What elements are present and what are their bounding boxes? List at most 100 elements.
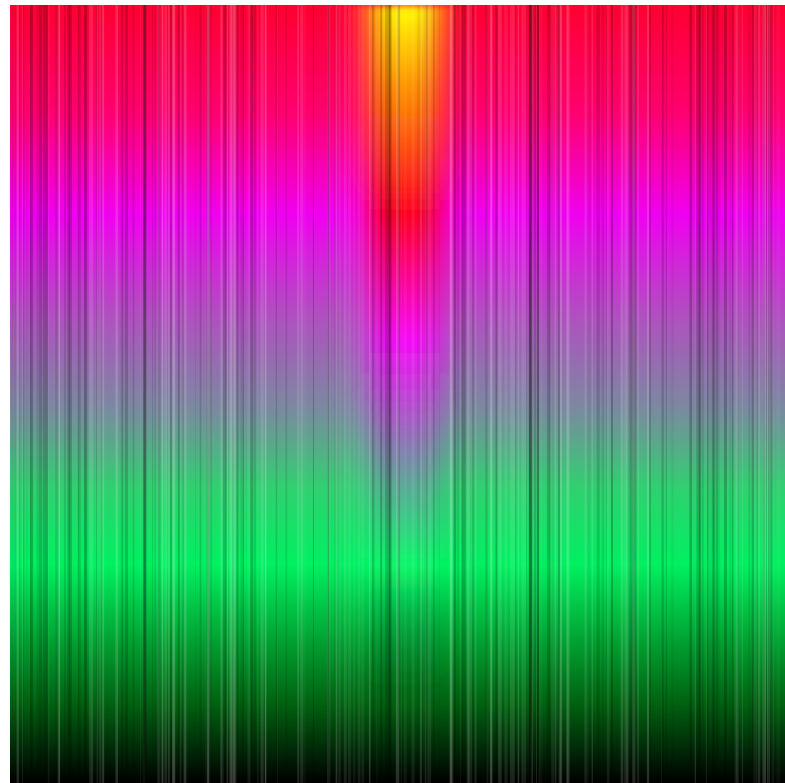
- streak: [178, 5, 180, 783]
- streak: [433, 5, 434, 783]
- streak: [125, 5, 128, 783]
- streak: [592, 5, 593, 783]
- streak: [122, 5, 124, 783]
- streak: [729, 5, 731, 783]
- streak: [195, 5, 196, 783]
- streak: [712, 5, 714, 783]
- streak: [523, 5, 526, 783]
- streak: [30, 5, 31, 783]
- streak: [762, 5, 766, 783]
- streak: [304, 5, 305, 783]
- streak: [710, 5, 712, 783]
- streak: [152, 5, 153, 783]
- streak: [184, 5, 185, 783]
- streak: [69, 5, 72, 783]
- streak: [404, 5, 407, 783]
- streak: [158, 5, 161, 783]
- streak: [439, 5, 440, 783]
- streak: [200, 5, 202, 783]
- streak: [719, 5, 720, 783]
- streak: [22, 5, 23, 783]
- streak: [536, 5, 537, 783]
- streak: [380, 5, 382, 783]
- streak: [92, 5, 94, 783]
- streak: [297, 5, 299, 783]
- streak: [469, 5, 472, 783]
- streak: [241, 5, 244, 783]
- streak: [257, 5, 258, 783]
- streak: [140, 5, 141, 783]
- streak: [37, 5, 40, 783]
- streak: [99, 5, 101, 783]
- streak: [221, 5, 223, 783]
- streak: [647, 5, 649, 783]
- streak: [777, 5, 781, 783]
- streak: [661, 5, 664, 783]
- streak: [398, 5, 401, 783]
- streak: [768, 5, 770, 783]
- streak: [162, 5, 163, 783]
- streak: [450, 5, 453, 783]
- streak: [133, 5, 135, 783]
- streak: [336, 5, 337, 783]
- streak: [359, 5, 362, 783]
- streak: [742, 5, 743, 783]
- streak: [338, 5, 341, 783]
- streak: [467, 5, 468, 783]
- artwork: [0, 0, 785, 783]
- streak: [401, 5, 402, 783]
- streak: [551, 5, 554, 783]
- streak: [385, 5, 388, 783]
- streak: [372, 5, 374, 783]
- streak: [624, 5, 626, 783]
- streak: [457, 5, 459, 783]
- streak: [732, 5, 734, 783]
- streak: [487, 5, 489, 783]
- streak: [230, 5, 233, 783]
- streak: [607, 5, 610, 783]
- streak: [344, 5, 347, 783]
- streak: [353, 5, 354, 783]
- streak: [602, 5, 604, 783]
- streak: [627, 5, 629, 783]
- streak: [155, 5, 156, 783]
- streak: [671, 5, 673, 783]
- streak: [706, 5, 709, 783]
- streak: [164, 5, 167, 783]
- streak: [250, 5, 253, 783]
- streak: [538, 5, 539, 783]
- streak: [666, 5, 667, 783]
- streak: [756, 5, 757, 783]
- streak: [461, 5, 463, 783]
- streak: [389, 5, 390, 783]
- streak: [57, 5, 60, 783]
- streak: [724, 5, 727, 783]
- streak: [428, 5, 432, 783]
- streak: [27, 5, 28, 783]
- streak: [749, 5, 751, 783]
- streak: [510, 5, 513, 783]
- streak: [168, 5, 170, 783]
- streak: [460, 5, 461, 783]
- streak: [632, 5, 635, 783]
- streak: [567, 5, 569, 783]
- streak: [420, 5, 422, 783]
- streak: [327, 5, 330, 783]
- streak: [261, 5, 264, 783]
- streak: [637, 5, 639, 783]
- streak: [210, 5, 212, 783]
- streak: [45, 5, 48, 783]
- streak: [170, 5, 172, 783]
- streak: [79, 5, 81, 783]
- streak: [504, 5, 507, 783]
- streak: [12, 5, 14, 783]
- streak: [424, 5, 425, 783]
- streak: [286, 5, 288, 783]
- streak: [96, 5, 97, 783]
- streak: [475, 5, 476, 783]
- streak: [521, 5, 522, 783]
- streak: [529, 5, 531, 783]
- streak: [586, 5, 589, 783]
- streak: [518, 5, 520, 783]
- streak: [355, 5, 356, 783]
